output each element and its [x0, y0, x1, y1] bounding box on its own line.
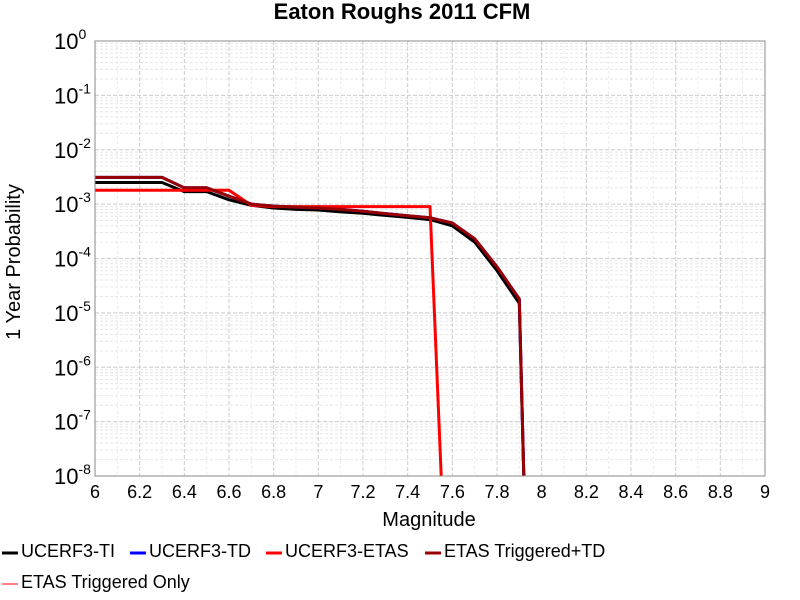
- legend-label: ETAS Triggered+TD: [444, 541, 605, 561]
- legend-label: ETAS Triggered Only: [21, 572, 190, 592]
- y-tick-exponent: -7: [78, 407, 91, 423]
- y-tick-label: 10-6: [54, 352, 91, 380]
- x-tick-label: 7.8: [484, 482, 509, 502]
- x-tick-label: 8.4: [618, 482, 643, 502]
- legend-label: UCERF3-TD: [149, 541, 251, 561]
- x-tick-label: 6.2: [127, 482, 152, 502]
- y-tick-exponent: 0: [78, 26, 86, 42]
- x-tick-label: 6: [90, 482, 100, 502]
- y-axis-label: 1 Year Probability: [3, 184, 25, 340]
- y-tick-base: 10: [54, 83, 78, 108]
- y-tick-base: 10: [54, 247, 78, 272]
- x-tick-label: 9: [760, 482, 770, 502]
- y-tick-label: 10-7: [54, 407, 91, 435]
- y-tick-label: 100: [54, 26, 86, 54]
- y-tick-base: 10: [54, 301, 78, 326]
- x-tick-label: 6.8: [261, 482, 286, 502]
- legend-label: UCERF3-ETAS: [285, 541, 409, 561]
- x-tick-label: 8: [537, 482, 547, 502]
- series-line-ucerf3-td: [95, 175, 526, 477]
- y-tick-exponent: -5: [78, 298, 91, 314]
- plot-frame: [94, 40, 766, 477]
- y-tick-base: 10: [54, 138, 78, 163]
- y-tick-base: 10: [54, 355, 78, 380]
- y-tick-label: 10-5: [54, 298, 91, 326]
- y-tick-base: 10: [54, 464, 78, 489]
- y-tick-exponent: -8: [78, 461, 91, 477]
- x-tick-label: 7: [313, 482, 323, 502]
- y-tick-exponent: -2: [78, 135, 91, 151]
- y-tick-exponent: -3: [78, 189, 91, 205]
- y-tick-base: 10: [54, 29, 78, 54]
- y-tick-exponent: -1: [78, 80, 91, 96]
- legend: UCERF3-TI UCERF3-TD UCERF3-ETAS ETAS Trigge…: [2, 541, 605, 592]
- y-tick-label: 10-1: [54, 80, 91, 108]
- legend-label: UCERF3-TI: [21, 541, 115, 561]
- x-tick-label: 7.2: [350, 482, 375, 502]
- x-tick-label: 7.6: [440, 482, 465, 502]
- y-tick-label: 10-2: [54, 135, 91, 163]
- x-tick-labels: 6 6.2 6.4 6.6 6.8 7 7.2 7.4 7.6 7.8 8 8.2 8.4 8.6 8.8 9: [90, 482, 770, 502]
- y-tick-exponent: -6: [78, 352, 91, 368]
- x-tick-label: 8.2: [574, 482, 599, 502]
- x-axis-label: Magnitude: [382, 509, 475, 531]
- grid-minor: [95, 41, 765, 476]
- series-line-ucerf3-etas: [95, 188, 443, 477]
- y-tick-label: 10-3: [54, 189, 91, 217]
- x-tick-label: 8.8: [708, 482, 733, 502]
- chart-title: Eaton Roughs 2011 CFM: [274, 0, 531, 24]
- series-layer: [95, 175, 526, 477]
- y-tick-label: 10-8: [54, 461, 91, 489]
- y-tick-label: 10-4: [54, 244, 91, 272]
- x-tick-label: 6.4: [172, 482, 197, 502]
- y-tick-base: 10: [54, 192, 78, 217]
- x-tick-label: 8.6: [663, 482, 688, 502]
- x-tick-label: 7.4: [395, 482, 420, 502]
- series-line-ucerf3-ti: [95, 181, 526, 477]
- y-tick-base: 10: [54, 410, 78, 435]
- x-tick-label: 6.6: [216, 482, 241, 502]
- y-tick-exponent: -4: [78, 244, 91, 260]
- series-line-etas-triggered-td: [95, 175, 526, 477]
